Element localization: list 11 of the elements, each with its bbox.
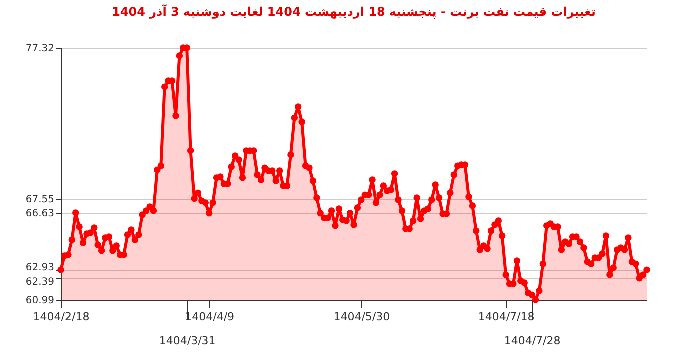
x-tick-label: 1404/2/18 [33, 310, 90, 324]
y-tick-label: 60.99 [26, 296, 54, 306]
chart-title: تغییرات قیمت نفت برنت - پنجشنبه 18 اردیبهشت 1404 لغایت دوشنبه 3 آذر 1404 [112, 4, 596, 19]
x-tick-label: 1404/3/31 [159, 334, 216, 348]
y-tick-label: 62.93 [26, 262, 54, 274]
y-tick-label: 67.55 [26, 194, 54, 206]
y-tick-label: 66.63 [26, 208, 54, 220]
y-tick-label: 62.39 [26, 276, 54, 288]
y-tick-label: 77.32 [26, 44, 54, 54]
x-tick-label: 1404/7/28 [504, 334, 561, 348]
x-tick-label: 1404/5/30 [334, 310, 390, 324]
